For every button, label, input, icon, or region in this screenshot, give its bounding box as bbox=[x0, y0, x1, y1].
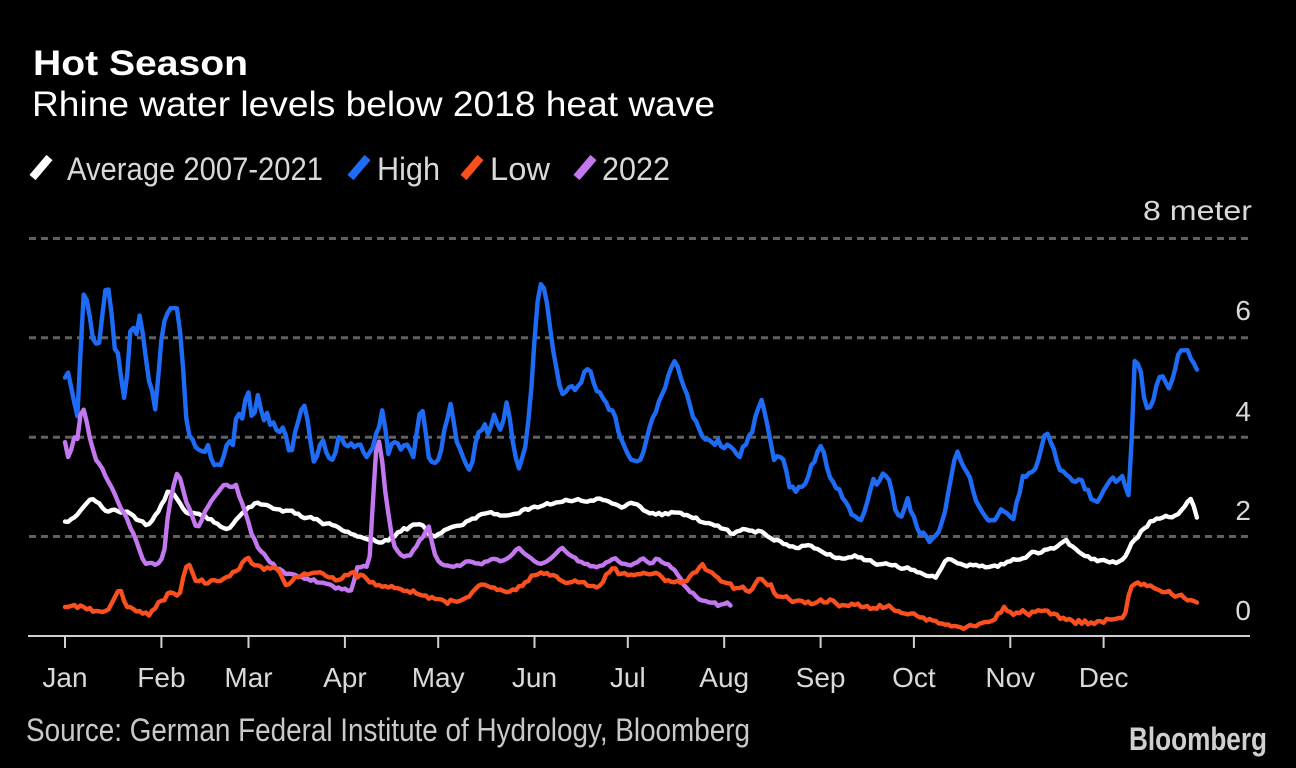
svg-text:Oct: Oct bbox=[892, 662, 936, 693]
svg-text:Jan: Jan bbox=[42, 662, 87, 693]
svg-text:Bloomberg: Bloomberg bbox=[1129, 721, 1267, 757]
svg-text:High: High bbox=[377, 151, 440, 187]
svg-text:Source: German Federal Institu: Source: German Federal Institute of Hydr… bbox=[26, 712, 750, 748]
svg-text:0: 0 bbox=[1235, 595, 1251, 626]
svg-text:Mar: Mar bbox=[224, 662, 272, 693]
svg-text:4: 4 bbox=[1235, 396, 1251, 427]
svg-text:Aug: Aug bbox=[699, 662, 749, 693]
svg-text:Apr: Apr bbox=[323, 662, 367, 693]
svg-text:Jul: Jul bbox=[610, 662, 646, 693]
svg-text:Nov: Nov bbox=[985, 662, 1035, 693]
svg-text:Average 2007-2021: Average 2007-2021 bbox=[67, 151, 323, 187]
svg-text:6: 6 bbox=[1235, 295, 1251, 326]
svg-text:Low: Low bbox=[490, 151, 551, 187]
svg-text:Hot Season: Hot Season bbox=[33, 44, 248, 83]
svg-text:Sep: Sep bbox=[796, 662, 846, 693]
svg-text:Rhine water levels below 2018: Rhine water levels below 2018 heat wave bbox=[32, 85, 715, 124]
svg-text:2: 2 bbox=[1235, 495, 1251, 526]
svg-text:2022: 2022 bbox=[602, 151, 670, 187]
svg-text:May: May bbox=[412, 662, 465, 693]
svg-text:Dec: Dec bbox=[1079, 662, 1129, 693]
svg-text:Feb: Feb bbox=[137, 662, 185, 693]
svg-text:8 meter: 8 meter bbox=[1143, 195, 1252, 226]
svg-text:Jun: Jun bbox=[512, 662, 557, 693]
